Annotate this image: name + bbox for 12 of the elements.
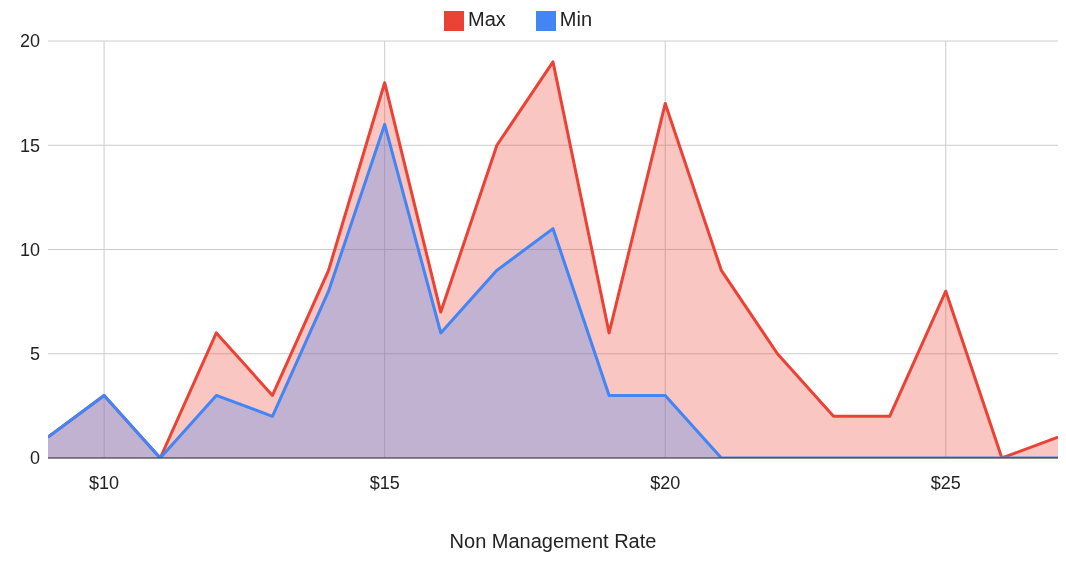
legend-label: Max — [467, 8, 506, 30]
x-tick-label: $15 — [369, 472, 400, 493]
legend-label: Min — [559, 8, 593, 30]
y-tick-label: 10 — [19, 239, 40, 260]
y-tick-label: 5 — [29, 344, 40, 365]
y-tick-label: 20 — [19, 31, 40, 52]
x-axis-title: Non Management Rate — [449, 530, 657, 552]
x-tick-label: $10 — [89, 472, 120, 493]
x-tick-label: $25 — [930, 472, 961, 493]
y-tick-label: 0 — [29, 448, 40, 469]
y-tick-label: 15 — [19, 135, 40, 156]
x-tick-label: $20 — [650, 472, 681, 493]
